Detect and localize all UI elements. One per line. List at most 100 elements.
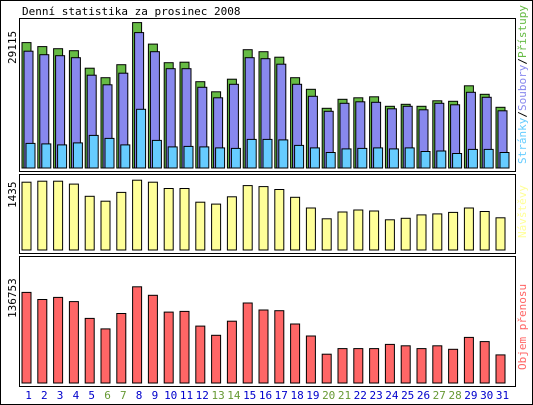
x-tick-label-29: 29 [464, 389, 477, 402]
bar-navstevy-24 [384, 219, 395, 251]
bar-stranky-28 [452, 153, 463, 169]
x-tick-label-3: 3 [57, 389, 64, 402]
bar-objem-24 [384, 343, 395, 384]
bar-stranky-1 [25, 142, 36, 169]
bar-navstevy-28 [448, 211, 459, 251]
bar-objem-18 [290, 323, 301, 384]
bar-navstevy-5 [84, 195, 95, 251]
bar-navstevy-19 [305, 207, 316, 251]
x-tick-label-20: 20 [322, 389, 335, 402]
x-tick-label-31: 31 [496, 389, 509, 402]
hits-max-label: 29115 [6, 31, 19, 64]
bar-stranky-8 [136, 108, 147, 169]
bar-navstevy-17 [274, 189, 285, 251]
legend-stranky: Stránky [516, 117, 529, 164]
bar-navstevy-30 [479, 211, 490, 251]
bar-objem-4 [68, 301, 79, 384]
bar-objem-13 [211, 334, 222, 384]
x-tick-label-21: 21 [338, 389, 351, 402]
bar-stranky-6 [104, 137, 115, 169]
x-tick-label-6: 6 [104, 389, 111, 402]
bar-objem-23 [369, 348, 380, 384]
bar-navstevy-14 [226, 196, 237, 251]
bar-stranky-24 [388, 148, 399, 169]
bar-stranky-31 [499, 152, 510, 169]
bar-navstevy-22 [353, 209, 364, 251]
legend-navstevy: Návštěvy [516, 185, 529, 238]
bar-objem-10 [163, 311, 174, 384]
x-tick-label-14: 14 [227, 389, 241, 402]
bar-objem-31 [495, 354, 506, 384]
bar-objem-20 [321, 353, 332, 384]
x-tick-label-22: 22 [354, 389, 367, 402]
bar-stranky-5 [88, 134, 99, 169]
x-tick-label-12: 12 [196, 389, 209, 402]
bar-objem-17 [274, 310, 285, 384]
hits-legend: Stránky/Soubory/Přístupy [516, 5, 529, 164]
bar-stranky-7 [120, 144, 131, 169]
x-tick-label-18: 18 [290, 389, 303, 402]
x-tick-label-17: 17 [275, 389, 288, 402]
bar-navstevy-20 [321, 218, 332, 251]
bar-objem-27 [432, 345, 443, 384]
x-tick-labels: 1 2 3 4 5 6 7 8 9 10 11 12 13 14 15 16 17 18 19 20 21 22 23 24 2… [25, 389, 509, 402]
bar-stranky-14 [230, 147, 241, 169]
bar-navstevy-1 [21, 181, 32, 251]
x-tick-label-19: 19 [306, 389, 319, 402]
legend-objem: Objem přenosu [516, 284, 529, 370]
x-tick-label-13: 13 [211, 389, 224, 402]
bar-objem-22 [353, 348, 364, 384]
x-tick-label-11: 11 [180, 389, 193, 402]
bar-navstevy-29 [463, 207, 474, 251]
bar-stranky-4 [72, 142, 83, 169]
bar-navstevy-11 [179, 188, 190, 251]
bar-stranky-9 [151, 139, 162, 169]
bar-stranky-25 [404, 147, 415, 169]
x-tick-label-9: 9 [152, 389, 159, 402]
x-tick-label-8: 8 [136, 389, 143, 402]
bar-navstevy-13 [211, 203, 222, 251]
bar-stranky-20 [325, 152, 336, 169]
bar-stranky-12 [199, 146, 210, 169]
bar-navstevy-27 [432, 213, 443, 251]
x-tick-label-1: 1 [25, 389, 32, 402]
bar-objem-29 [463, 336, 474, 384]
bar-objem-14 [226, 320, 237, 384]
x-tick-label-7: 7 [120, 389, 127, 402]
legend-soubory: Soubory [516, 64, 529, 111]
bar-navstevy-2 [37, 180, 48, 251]
bar-stranky-18 [294, 144, 305, 169]
x-tick-label-10: 10 [164, 389, 177, 402]
bar-navstevy-15 [242, 185, 253, 251]
bar-objem-25 [400, 345, 411, 384]
legend-pristupy: Přístupy [516, 5, 529, 58]
bar-objem-15 [242, 302, 253, 384]
bar-objem-11 [179, 310, 190, 384]
x-tick-label-26: 26 [417, 389, 430, 402]
visits-max-label: 1435 [6, 182, 19, 209]
x-tick-label-28: 28 [448, 389, 461, 402]
bar-navstevy-16 [258, 186, 269, 251]
bar-navstevy-3 [53, 180, 64, 251]
x-tick-label-24: 24 [385, 389, 399, 402]
x-tick-label-5: 5 [88, 389, 95, 402]
x-tick-label-27: 27 [433, 389, 446, 402]
bar-stranky-15 [246, 138, 257, 169]
bar-stranky-30 [483, 148, 494, 169]
bar-navstevy-21 [337, 211, 348, 251]
bar-objem-1 [21, 291, 32, 384]
bar-stranky-22 [357, 147, 368, 169]
bar-navstevy-23 [369, 210, 380, 251]
bar-stranky-17 [278, 139, 289, 169]
bar-objem-8 [132, 286, 143, 384]
bar-objem-16 [258, 309, 269, 384]
bar-objem-12 [195, 325, 206, 384]
bar-stranky-29 [467, 148, 478, 169]
bar-navstevy-7 [116, 191, 127, 251]
bar-stranky-3 [57, 144, 68, 169]
chart-title: Denní statistika za prosinec 2008 [22, 5, 241, 18]
bar-navstevy-18 [290, 196, 301, 251]
x-tick-label-23: 23 [369, 389, 382, 402]
bar-stranky-21 [341, 148, 352, 169]
